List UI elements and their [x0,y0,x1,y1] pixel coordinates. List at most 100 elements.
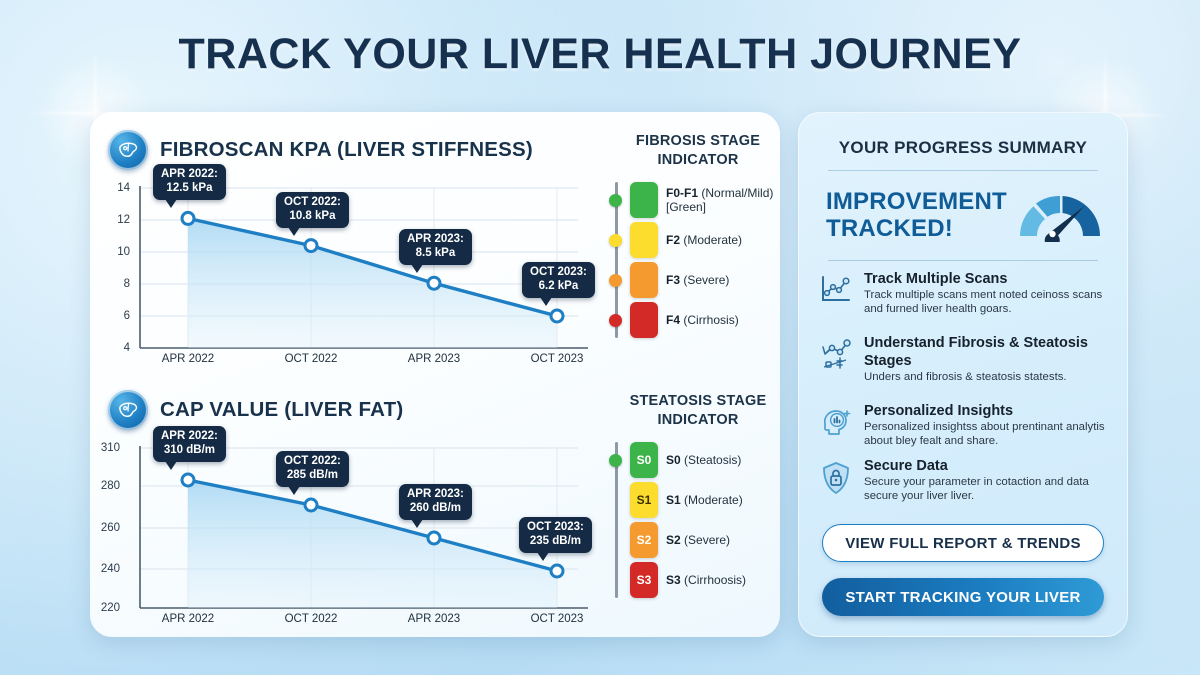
tooltip-date: OCT 2022: [284,196,341,208]
tooltip-date: APR 2023: [407,233,464,245]
stage-row[interactable]: S2 S2 (Severe) [630,520,788,560]
stage-row[interactable]: F3 (Severe) [609,260,788,300]
x-tick: OCT 2022 [284,613,338,625]
stage-label: F0-F1 (Normal/Mild) [Green] [666,186,788,214]
feature-understand-stages: Understand Fibrosis & Steatosis Stages U… [818,334,1112,385]
stage-swatch: S3 [630,562,658,598]
stage-label: S0 (Steatosis) [666,453,741,467]
stage-label: F4 (Cirrhosis) [666,313,739,327]
data-tooltip[interactable]: OCT 2023: 6.2 kPa [522,262,595,306]
stage-code: F3 [666,273,681,287]
tooltip-value: 260 dB/m [409,501,462,514]
stage-desc: (Steatosis) [684,453,742,467]
y-tick: 4 [123,342,130,354]
x-tick: APR 2023 [407,353,461,365]
data-tooltip[interactable]: APR 2022: 12.5 kPa [153,164,226,208]
x-tick: OCT 2023 [530,613,584,625]
x-tick: APR 2022 [161,353,215,365]
tooltip-date: APR 2023: [407,488,464,500]
tooltip-date: APR 2022: [161,168,218,180]
data-tooltip[interactable]: APR 2022: 310 dB/m [153,426,226,470]
stage-code: S2 [666,533,681,547]
fibroscan-plot: 14 12 10 8 6 4 [108,164,608,366]
feature-body: Unders and fibrosis & steatosis statests… [864,371,1067,383]
fibroscan-chart-header: FIBROSCAN KPA (LIVER STIFFNESS) [108,128,608,172]
stage-swatch [630,262,658,298]
stage-swatch: S1 [630,482,658,518]
y-tick: 8 [123,278,130,290]
tooltip-value: 8.5 kPa [415,246,456,259]
stage-desc: (Moderate) [683,233,743,247]
stage-dot [609,233,622,247]
view-full-report-button[interactable]: VIEW FULL REPORT & TRENDS [822,524,1104,562]
steatosis-stage-list: S0 S0 (Steatosis) S1 S1 (Moderate) S2 S2… [608,440,788,600]
x-tick: OCT 2023 [530,353,584,365]
data-tooltip[interactable]: OCT 2023: 235 dB/m [519,517,592,561]
tooltip-date: OCT 2022: [284,455,341,467]
improvement-line-2: TRACKED! [826,214,953,242]
y-tick: 14 [117,182,130,194]
data-tooltip[interactable]: APR 2023: 8.5 kPa [399,229,472,273]
feature-body: Track multiple scans ment noted ceinoss … [864,289,1103,315]
feature-track-multiple-scans: Track Multiple Scans Track multiple scan… [818,270,1112,316]
x-tick: OCT 2022 [284,353,338,365]
line-chart-icon [818,270,854,316]
stage-dot [609,313,622,327]
cap-value-svg [139,446,588,609]
data-tooltip[interactable]: OCT 2022: 285 dB/m [276,451,349,495]
liver-icon [108,390,148,430]
stage-code: F4 [666,313,681,327]
liver-icon [108,130,148,170]
stage-swatch: S0 [630,442,658,478]
fibrosis-indicator-title: FIBROSIS STAGE INDICATOR [635,133,761,168]
stage-code: F0-F1 [666,186,699,200]
stage-row[interactable]: F2 (Moderate) [609,220,788,260]
data-tooltip[interactable]: OCT 2022: 10.8 kPa [276,192,349,236]
start-tracking-button[interactable]: START TRACKING YOUR LIVER [822,578,1104,616]
summary-title: YOUR PROGRESS SUMMARY [838,138,1088,157]
y-tick: 220 [100,602,120,614]
stage-label: F2 (Moderate) [666,233,742,247]
tooltip-date: OCT 2023: [530,266,587,278]
stage-code: F2 [666,233,681,247]
fibroscan-svg [139,186,588,349]
cap-value-chart-title: CAP VALUE (LIVER FAT) [160,398,404,421]
cap-value-chart-header: CAP VALUE (LIVER FAT) [108,388,608,432]
stage-desc: (Severe) [684,533,731,547]
y-tick: 310 [100,442,120,454]
divider [828,170,1098,171]
stage-dot [609,193,622,207]
feature-heading: Track Multiple Scans [864,271,1008,287]
stage-dot [609,273,622,287]
feature-heading: Secure Data [864,458,948,474]
stage-track-line [615,442,618,598]
fibroscan-chart-title: FIBROSCAN KPA (LIVER STIFFNESS) [160,138,533,161]
tooltip-date: APR 2022: [161,430,218,442]
stage-swatch [630,302,658,338]
fibroscan-chart-block: FIBROSCAN KPA (LIVER STIFFNESS) 14 12 10… [108,128,608,368]
tooltip-value: 10.8 kPa [289,209,336,222]
fibrosis-stage-indicator: FIBROSIS STAGE INDICATOR F0-F1 (Normal/M… [608,132,788,340]
stage-row[interactable]: F4 (Cirrhosis) [609,300,788,340]
stage-label: S1 (Moderate) [666,493,743,507]
feature-heading: Personalized Insights [864,403,1014,419]
divider [828,260,1098,261]
stage-row[interactable]: S0 S0 (Steatosis) [609,440,788,480]
trend-stages-icon [818,334,854,385]
x-tick: APR 2022 [161,613,215,625]
steatosis-stage-indicator: STEATOSIS STAGE INDICATOR S0 S0 (Steatos… [608,392,788,600]
stage-row[interactable]: S3 S3 (Cirrhoosis) [630,560,788,600]
steatosis-indicator-title: STEATOSIS STAGE INDICATOR [629,393,767,428]
stage-row[interactable]: F0-F1 (Normal/Mild) [Green] [609,180,788,220]
stage-desc: (Cirrhosis) [683,313,739,327]
stage-swatch [630,222,658,258]
stage-desc: (Severe) [683,273,730,287]
stage-desc: (Normal/Mild) [Green] [666,186,774,214]
stage-dot [609,453,622,467]
data-tooltip[interactable]: APR 2023: 260 dB/m [399,484,472,528]
stage-code: S0 [666,453,681,467]
stage-row[interactable]: S1 S1 (Moderate) [630,480,788,520]
feature-body: Secure your parameter in cotaction and d… [864,476,1089,502]
stage-label: S3 (Cirrhoosis) [666,573,746,587]
tooltip-value: 235 dB/m [529,534,582,547]
